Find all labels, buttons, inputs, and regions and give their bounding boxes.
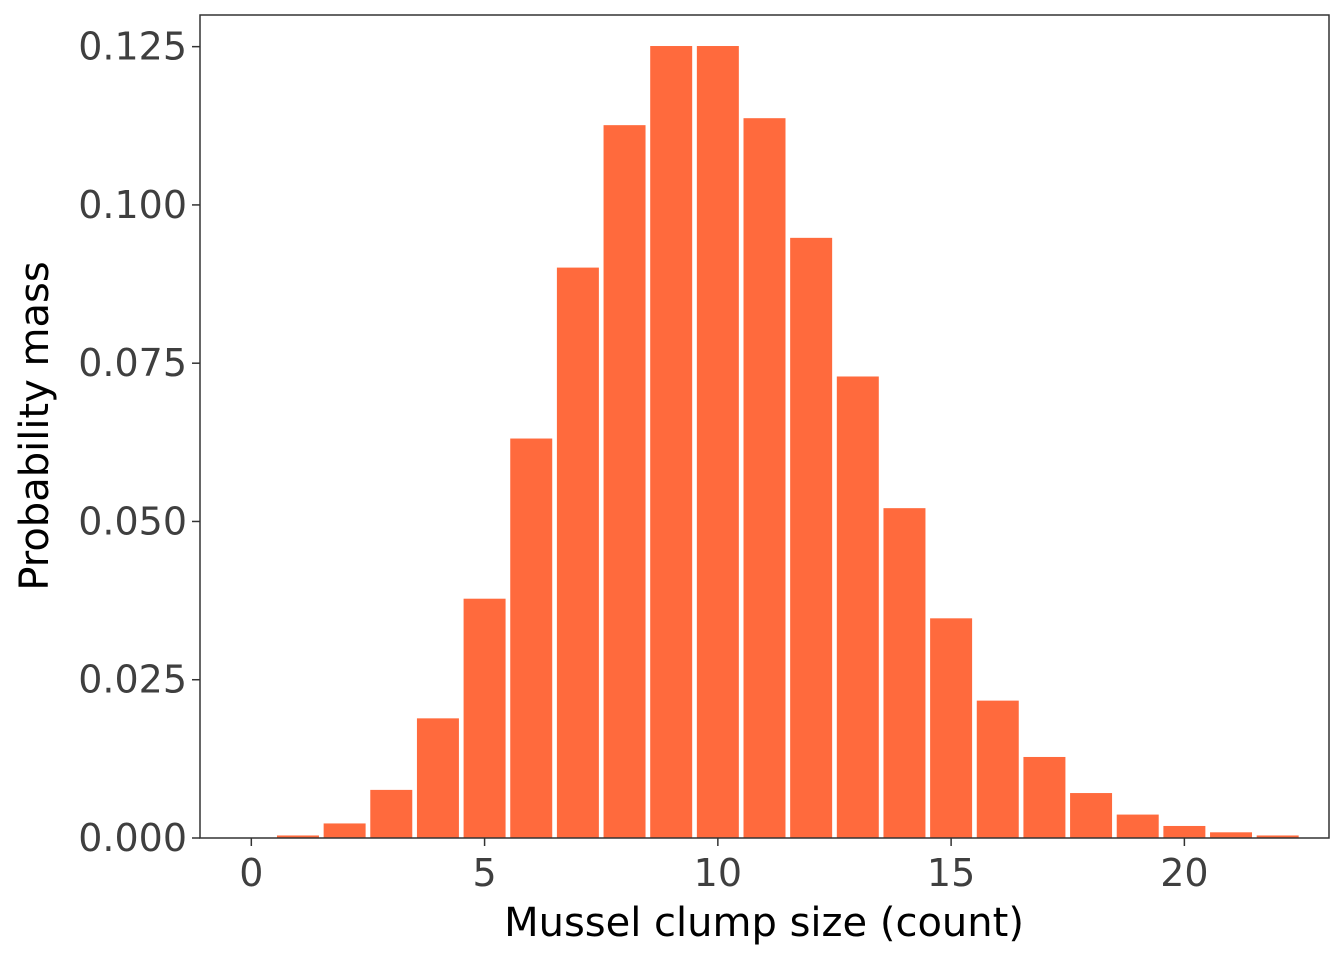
bar-10 [696,46,739,839]
bar-16 [976,700,1019,838]
x-axis-title: Mussel clump size (count) [504,900,1024,946]
bars-layer [276,46,1299,839]
bar-12 [790,237,833,838]
y-tick-label: 0.100 [78,183,187,227]
y-tick-label: 0.125 [78,25,187,69]
bar-8 [603,125,646,838]
y-tick-label: 0.075 [78,341,187,385]
x-tick-label: 5 [472,851,496,895]
bar-20 [1163,825,1206,838]
y-tick-label: 0.000 [78,816,187,860]
y-tick-label: 0.025 [78,658,187,702]
bar-13 [836,376,879,838]
y-axis-title: Probability mass [12,261,58,590]
bar-14 [883,508,926,838]
bar-18 [1070,793,1113,838]
bar-4 [416,718,459,838]
x-tick-label: 10 [694,851,742,895]
bar-11 [743,118,786,839]
bar-15 [930,618,973,838]
bar-3 [370,789,413,838]
bar-21 [1210,832,1253,838]
x-axis: 0 5 10 15 20 [239,838,1209,895]
bar-5 [463,598,506,838]
y-tick-label: 0.050 [78,499,187,543]
x-tick-label: 20 [1160,851,1208,895]
y-axis: 0.000 0.025 0.050 0.075 0.100 0.125 [78,25,200,860]
bar-6 [510,438,553,838]
x-tick-label: 0 [239,851,263,895]
x-tick-label: 15 [927,851,975,895]
bar-7 [556,267,599,839]
bar-17 [1023,756,1066,838]
bar-19 [1116,814,1159,838]
bar-1 [276,835,319,838]
bar-2 [323,823,366,838]
bar-9 [650,46,693,839]
bar-22 [1256,835,1299,838]
plot-panel-border [199,14,1330,839]
